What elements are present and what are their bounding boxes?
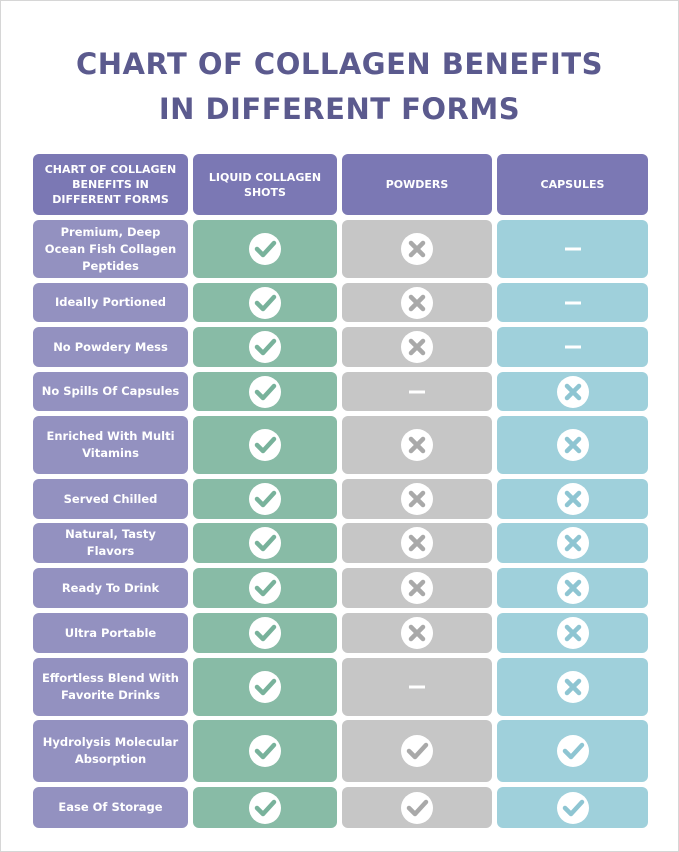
title: CHART OF COLLAGEN BENEFITS bbox=[75, 47, 604, 81]
mark-cell bbox=[342, 523, 492, 563]
check-icon bbox=[249, 331, 281, 363]
cross-icon bbox=[556, 483, 589, 515]
row-label: Hydrolysis Molecular Absorption bbox=[33, 720, 188, 782]
check-icon bbox=[249, 791, 281, 824]
cross-icon bbox=[401, 331, 433, 363]
header-cell: LIQUID COLLAGEN SHOTS bbox=[193, 154, 337, 215]
mark-cell bbox=[193, 568, 337, 608]
mark-cell bbox=[193, 372, 337, 411]
row-label: Enriched With Multi Vitamins bbox=[33, 416, 188, 474]
cross-icon bbox=[401, 233, 433, 265]
mark-cell bbox=[193, 479, 337, 519]
row-label: Natural, Tasty Flavors bbox=[33, 523, 188, 563]
check-icon bbox=[249, 527, 281, 559]
mark-cell bbox=[497, 327, 648, 367]
dash-icon bbox=[409, 685, 425, 689]
dash-icon bbox=[564, 247, 581, 251]
mark-cell bbox=[193, 658, 337, 716]
mark-cell bbox=[193, 523, 337, 563]
row-label: Ready To Drink bbox=[33, 568, 188, 608]
check-icon bbox=[249, 572, 281, 604]
check-icon bbox=[249, 735, 281, 767]
check-icon bbox=[401, 735, 433, 767]
mark-cell bbox=[342, 787, 492, 828]
mark-cell bbox=[342, 220, 492, 278]
row-label: Ultra Portable bbox=[33, 613, 188, 653]
mark-cell bbox=[342, 613, 492, 653]
mark-cell bbox=[342, 283, 492, 322]
check-icon bbox=[249, 429, 281, 461]
cross-icon bbox=[556, 375, 589, 408]
header-cell: CHART OF COLLAGEN BENEFITS IN DIFFERENT … bbox=[33, 154, 188, 215]
mark-cell bbox=[193, 283, 337, 322]
check-icon bbox=[249, 375, 281, 408]
row-label: Served Chilled bbox=[33, 479, 188, 519]
check-icon bbox=[556, 791, 589, 824]
dash-icon bbox=[564, 301, 581, 304]
cross-icon bbox=[556, 617, 589, 649]
row-label: No Spills Of Capsules bbox=[33, 372, 188, 411]
check-icon bbox=[249, 233, 281, 265]
header-cell: POWDERS bbox=[342, 154, 492, 215]
mark-cell bbox=[497, 479, 648, 519]
cross-icon bbox=[556, 671, 589, 703]
row-label: Effortless Blend With Favorite Drinks bbox=[33, 658, 188, 716]
mark-cell bbox=[193, 613, 337, 653]
row-label: Ease Of Storage bbox=[33, 787, 188, 828]
check-icon bbox=[401, 791, 433, 824]
cross-icon bbox=[401, 572, 433, 604]
mark-cell bbox=[342, 327, 492, 367]
row-label: Ideally Portioned bbox=[33, 283, 188, 322]
row-label: No Powdery Mess bbox=[33, 327, 188, 367]
mark-cell bbox=[497, 416, 648, 474]
check-icon bbox=[249, 671, 281, 703]
mark-cell bbox=[342, 568, 492, 608]
mark-cell bbox=[342, 479, 492, 519]
mark-cell bbox=[497, 283, 648, 322]
title: IN DIFFERENT FORMS bbox=[158, 92, 521, 126]
mark-cell bbox=[342, 720, 492, 782]
cross-icon bbox=[556, 429, 589, 461]
header-cell: CAPSULES bbox=[497, 154, 648, 215]
mark-cell bbox=[342, 372, 492, 411]
cross-icon bbox=[401, 483, 433, 515]
check-icon bbox=[556, 735, 589, 767]
mark-cell bbox=[497, 372, 648, 411]
mark-cell bbox=[193, 720, 337, 782]
cross-icon bbox=[556, 527, 589, 559]
mark-cell bbox=[193, 787, 337, 828]
mark-cell bbox=[193, 220, 337, 278]
mark-cell bbox=[497, 658, 648, 716]
check-icon bbox=[249, 286, 281, 319]
cross-icon bbox=[401, 286, 433, 319]
mark-cell bbox=[497, 568, 648, 608]
dash-icon bbox=[564, 345, 581, 349]
check-icon bbox=[249, 483, 281, 515]
mark-cell bbox=[193, 416, 337, 474]
mark-cell bbox=[342, 416, 492, 474]
mark-cell bbox=[497, 720, 648, 782]
dash-icon bbox=[409, 390, 425, 393]
mark-cell bbox=[497, 613, 648, 653]
row-label: Premium, Deep Ocean Fish Collagen Peptid… bbox=[33, 220, 188, 278]
cross-icon bbox=[401, 527, 433, 559]
cross-icon bbox=[556, 572, 589, 604]
mark-cell bbox=[497, 787, 648, 828]
cross-icon bbox=[401, 617, 433, 649]
mark-cell bbox=[342, 658, 492, 716]
mark-cell bbox=[497, 523, 648, 563]
mark-cell bbox=[193, 327, 337, 367]
cross-icon bbox=[401, 429, 433, 461]
check-icon bbox=[249, 617, 281, 649]
mark-cell bbox=[497, 220, 648, 278]
